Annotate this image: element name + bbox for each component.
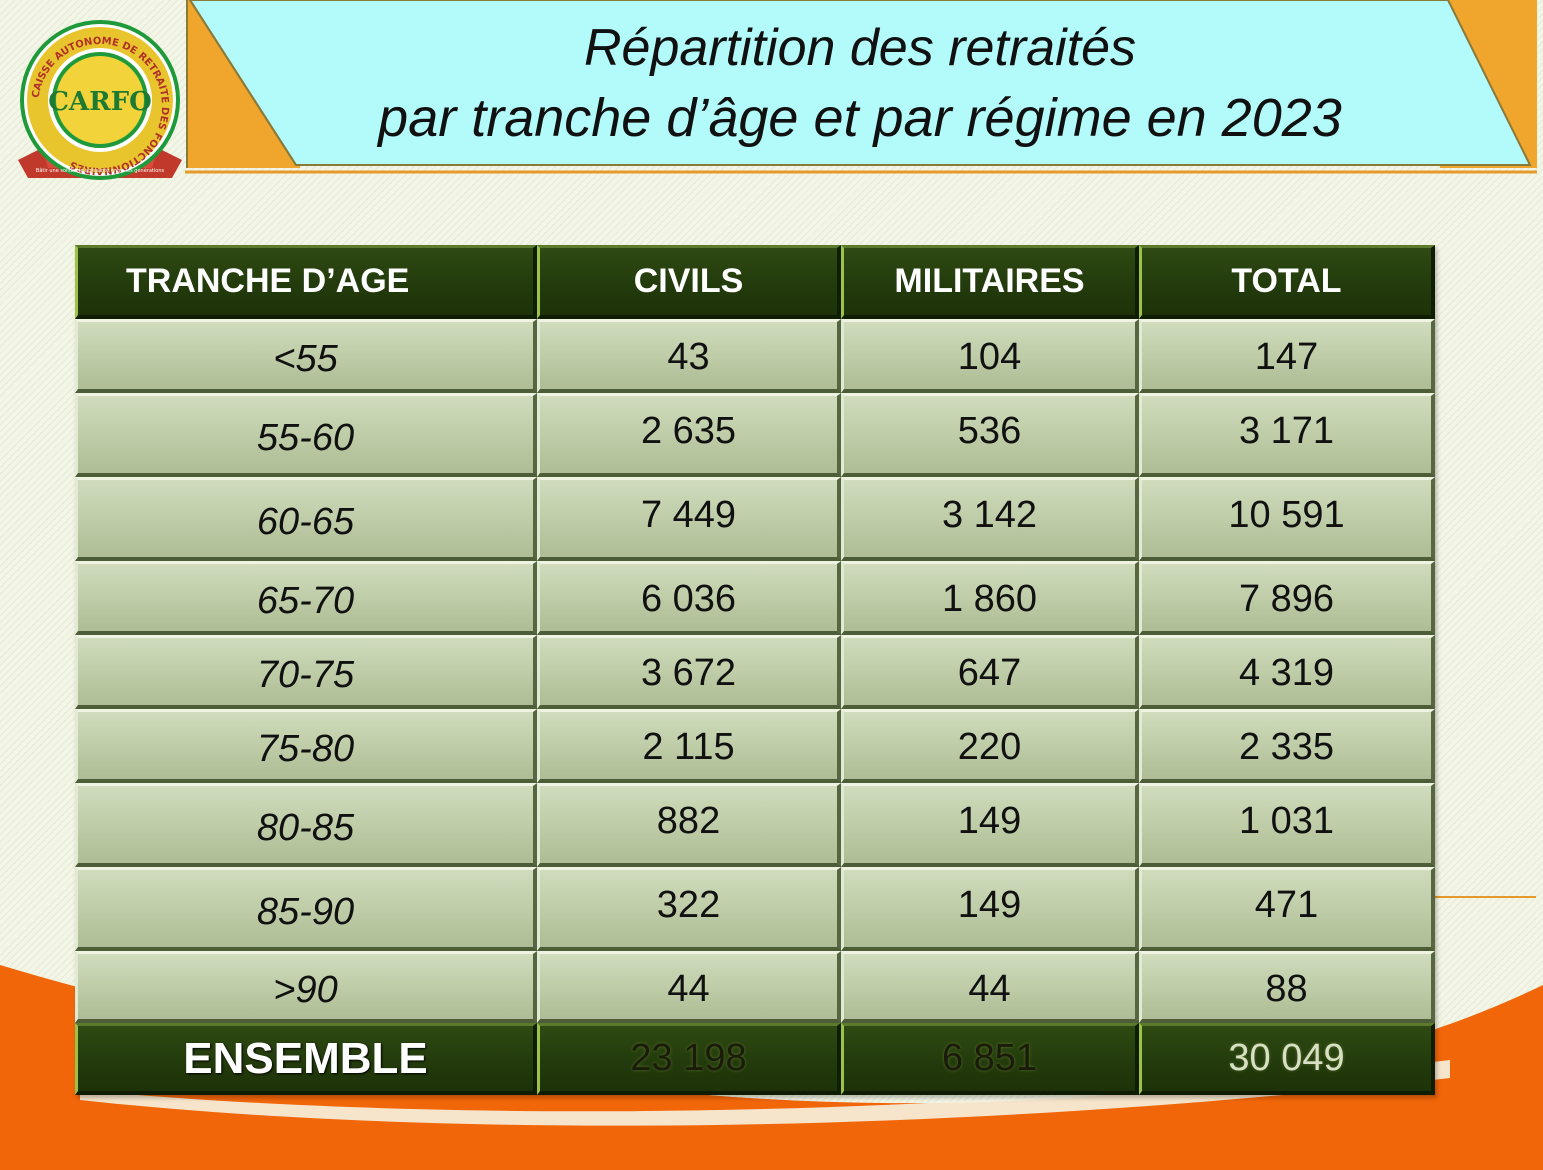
cell-civils: 2 115 bbox=[537, 709, 841, 783]
cell-age-range: <55 bbox=[75, 319, 537, 393]
cell-total: 3 171 bbox=[1139, 393, 1435, 477]
cell-civils: 3 672 bbox=[537, 635, 841, 709]
cell-age-range: >90 bbox=[75, 951, 537, 1023]
cell-militaires: 1 860 bbox=[841, 561, 1139, 635]
cell-age-range: 85-90 bbox=[75, 867, 537, 951]
title-line-2: par tranche d’âge et par régime en 2023 bbox=[378, 87, 1342, 148]
cell-age-range: 55-60 bbox=[75, 393, 537, 477]
logo-center-text: CARFO bbox=[48, 87, 152, 117]
header-age-range: TRANCHE D’AGE bbox=[75, 245, 537, 319]
cell-civils: 882 bbox=[537, 783, 841, 867]
cell-civils: 43 bbox=[537, 319, 841, 393]
cell-militaires: 44 bbox=[841, 951, 1139, 1023]
header-civils: CIVILS bbox=[537, 245, 841, 319]
cell-militaires: 149 bbox=[841, 783, 1139, 867]
cell-total: 1 031 bbox=[1139, 783, 1435, 867]
cell-militaires: 220 bbox=[841, 709, 1139, 783]
total-militaires: 6 851 bbox=[841, 1023, 1139, 1095]
total-total: 30 049 bbox=[1139, 1023, 1435, 1095]
cell-civils: 44 bbox=[537, 951, 841, 1023]
cell-militaires: 3 142 bbox=[841, 477, 1139, 561]
cell-age-range: 75-80 bbox=[75, 709, 537, 783]
cell-civils: 2 635 bbox=[537, 393, 841, 477]
title-line-1: Répartition des retraités bbox=[583, 18, 1137, 77]
cell-total: 471 bbox=[1139, 867, 1435, 951]
cell-age-range: 60-65 bbox=[75, 477, 537, 561]
cell-total: 10 591 bbox=[1139, 477, 1435, 561]
cell-militaires: 536 bbox=[841, 393, 1139, 477]
cell-age-range: 80-85 bbox=[75, 783, 537, 867]
cell-total: 2 335 bbox=[1139, 709, 1435, 783]
cell-militaires: 149 bbox=[841, 867, 1139, 951]
total-age-range: ENSEMBLE bbox=[75, 1023, 537, 1095]
retirees-table: TRANCHE D’AGE CIVILS MILITAIRES TOTAL <55 43 1… bbox=[75, 245, 1435, 1095]
cell-total: 4 319 bbox=[1139, 635, 1435, 709]
cell-civils: 6 036 bbox=[537, 561, 841, 635]
cell-militaires: 647 bbox=[841, 635, 1139, 709]
cell-total: 147 bbox=[1139, 319, 1435, 393]
total-civils: 23 198 bbox=[537, 1023, 841, 1095]
cell-civils: 7 449 bbox=[537, 477, 841, 561]
title-banner: Répartition des retraités par tranche d’… bbox=[190, 0, 1530, 165]
cell-age-range: 65-70 bbox=[75, 561, 537, 635]
cell-militaires: 104 bbox=[841, 319, 1139, 393]
cell-civils: 322 bbox=[537, 867, 841, 951]
cell-total: 88 bbox=[1139, 951, 1435, 1023]
cell-total: 7 896 bbox=[1139, 561, 1435, 635]
header-total: TOTAL bbox=[1139, 245, 1435, 319]
logo-motto: Bâtir une solidarité agissante entre les… bbox=[36, 167, 165, 174]
carfo-logo: CAISSE AUTONOME DE RETRAITE DES FONCTION… bbox=[18, 20, 182, 180]
cell-age-range: 70-75 bbox=[75, 635, 537, 709]
header-militaires: MILITAIRES bbox=[841, 245, 1139, 319]
